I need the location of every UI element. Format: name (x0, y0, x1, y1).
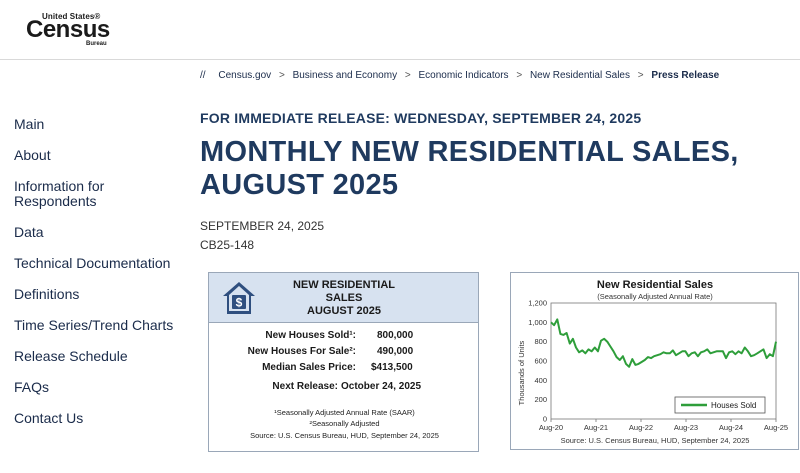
summary-card-title: NEW RESIDENTIAL SALES AUGUST 2025 (269, 279, 419, 318)
breadcrumb-lead: // (200, 70, 206, 81)
summary-row-value: $413,500 (371, 362, 413, 373)
release-code: CB25-148 (200, 238, 255, 252)
series-line-houses-sold (550, 318, 777, 368)
summary-title-line-2: SALES (325, 292, 363, 304)
y-tick-label: 800 (534, 337, 547, 346)
summary-row-label: New Houses For Sale²: (247, 346, 356, 357)
summary-title-line-3: AUGUST 2025 (307, 305, 381, 317)
breadcrumb-economic-indicators[interactable]: Economic Indicators (418, 70, 509, 81)
summary-row: New Houses Sold¹: 800,000 (209, 330, 480, 344)
chart-y-label: Thousands of Units (517, 340, 526, 405)
breadcrumb: // Census.gov > Business and Economy > E… (200, 70, 719, 81)
sidebar-nav: Main About Information for Respondents D… (14, 117, 184, 442)
sidebar-item-about[interactable]: About (14, 147, 51, 163)
legend-box (674, 396, 766, 414)
census-logo[interactable]: United States® Census Bureau (26, 12, 110, 48)
x-tick-label: Aug-21 (584, 423, 608, 432)
chart-legend: Houses Sold (674, 396, 766, 414)
summary-row-value: 800,000 (377, 330, 414, 341)
breadcrumb-new-residential-sales[interactable]: New Residential Sales (529, 70, 630, 81)
summary-card: $ NEW RESIDENTIAL SALES AUGUST 2025 New … (208, 272, 479, 452)
site-header: United States® Census Bureau (0, 0, 800, 60)
summary-row-label: Median Sales Price: (262, 362, 356, 373)
breadcrumb-separator: > (404, 70, 411, 81)
house-dollar-icon: $ (223, 282, 255, 314)
sidebar-item-definitions[interactable]: Definitions (14, 286, 80, 302)
plot-frame (550, 302, 777, 420)
page-title: MONTHLY NEW RESIDENTIAL SALES, AUGUST 20… (200, 136, 739, 201)
sidebar-item-technical-documentation[interactable]: Technical Documentation (14, 255, 171, 271)
footnote-seasonally-adjusted: ²Seasonally Adjusted (309, 419, 380, 428)
sidebar-item-release-schedule[interactable]: Release Schedule (14, 348, 128, 364)
y-tick-label: 200 (534, 395, 547, 404)
summary-source: Source: U.S. Census Bureau, HUD, Septemb… (250, 431, 439, 440)
legend-label: Houses Sold (711, 401, 756, 410)
x-tick-label: Aug-22 (629, 423, 653, 432)
breadcrumb-business-and-economy[interactable]: Business and Economy (292, 70, 398, 81)
next-release-row: Next Release: October 24, 2025 (209, 381, 480, 395)
chart-title: New Residential Sales (597, 279, 713, 291)
sidebar-item-faqs[interactable]: FAQs (14, 379, 50, 395)
breadcrumb-separator: > (278, 70, 285, 81)
sidebar-item-contact-us[interactable]: Contact Us (14, 410, 84, 426)
y-tick-label: 1,200 (528, 299, 547, 308)
y-tick-label: 400 (534, 376, 547, 385)
svg-text:$: $ (236, 296, 243, 310)
summary-row-label: New Houses Sold¹: (265, 330, 356, 341)
logo-united-states: United States® (42, 12, 101, 21)
breadcrumb-census-gov[interactable]: Census.gov (218, 70, 272, 81)
release-line: FOR IMMEDIATE RELEASE: WEDNESDAY, SEPTEM… (200, 110, 642, 126)
next-release-label: Next Release: (272, 381, 338, 392)
x-tick-label: Aug-25 (764, 423, 788, 432)
y-tick-label: 600 (534, 357, 547, 366)
summary-card-header: $ NEW RESIDENTIAL SALES AUGUST 2025 (209, 273, 478, 323)
x-tick-label: Aug-23 (674, 423, 698, 432)
summary-row-value: 490,000 (377, 346, 414, 357)
sales-chart: New Residential Sales (Seasonally Adjust… (510, 272, 799, 450)
logo-census: Census (26, 16, 110, 43)
sidebar-item-information-for-respondents[interactable]: Information for Respondents (14, 178, 105, 209)
chart-source: Source: U.S. Census Bureau, HUD, Septemb… (561, 436, 750, 445)
sidebar-item-time-series-trend-charts[interactable]: Time Series/Trend Charts (14, 317, 174, 333)
chart-svg: New Residential Sales (Seasonally Adjust… (517, 279, 788, 445)
x-tick-label: Aug-20 (539, 423, 563, 432)
breadcrumb-separator: > (516, 70, 523, 81)
next-release-value: October 24, 2025 (341, 381, 422, 392)
x-tick-label: Aug-24 (719, 423, 743, 432)
summary-title-line-1: NEW RESIDENTIAL (292, 279, 396, 291)
breadcrumb-current: Press Release (651, 70, 720, 81)
summary-row: Median Sales Price: $413,500 (209, 362, 480, 376)
chart-subtitle: (Seasonally Adjusted Annual Rate) (597, 292, 713, 301)
y-tick-label: 0 (543, 415, 547, 424)
y-tick-label: 1,000 (528, 318, 547, 327)
footnote-saar: ¹Seasonally Adjusted Annual Rate (SAAR) (274, 408, 415, 417)
sidebar-item-data[interactable]: Data (14, 224, 44, 240)
sidebar-item-main[interactable]: Main (14, 116, 45, 132)
breadcrumb-separator: > (637, 70, 644, 81)
logo-bureau: Bureau (86, 41, 107, 47)
release-date: SEPTEMBER 24, 2025 (200, 219, 325, 233)
summary-row: New Houses For Sale²: 490,000 (209, 346, 480, 360)
